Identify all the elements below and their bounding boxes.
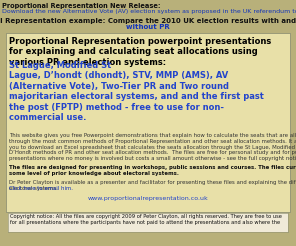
Text: Proportional Representation powerpoint presentations
for explaining and calculat: Proportional Representation powerpoint p… — [9, 37, 271, 67]
Text: without PR: without PR — [126, 24, 170, 30]
Text: This website gives you free Powerpoint demonstrations that explain how to calcul: This website gives you free Powerpoint d… — [9, 133, 296, 161]
Text: Click here to email him.: Click here to email him. — [9, 186, 73, 191]
Text: Copyright notice: All the files are copyright 2009 of Peter Clayton, all rights : Copyright notice: All the files are copy… — [10, 214, 282, 225]
Text: St Lague, Modified St
Lague, D’hondt (dhondt), STV, MMP (AMS), AV
(Alternative V: St Lague, Modified St Lague, D’hondt (dh… — [9, 61, 264, 122]
Text: The files are designed for presenting in workshops, public sessions and courses.: The files are designed for presenting in… — [9, 165, 296, 176]
Text: Dr Peter Clayton is available as a presenter and facilitator for presenting thes: Dr Peter Clayton is available as a prese… — [9, 180, 296, 191]
Text: Download the new Alternative Vote (AV) election system as proposed in the UK ref: Download the new Alternative Vote (AV) e… — [2, 9, 296, 14]
Text: Proportional Representation example: Compare the 2010 UK election results with a: Proportional Representation example: Com… — [0, 18, 296, 24]
Text: Proportional Representation New Release:: Proportional Representation New Release: — [2, 3, 163, 9]
Text: www.proportionalrepresentation.co.uk: www.proportionalrepresentation.co.uk — [88, 196, 208, 201]
